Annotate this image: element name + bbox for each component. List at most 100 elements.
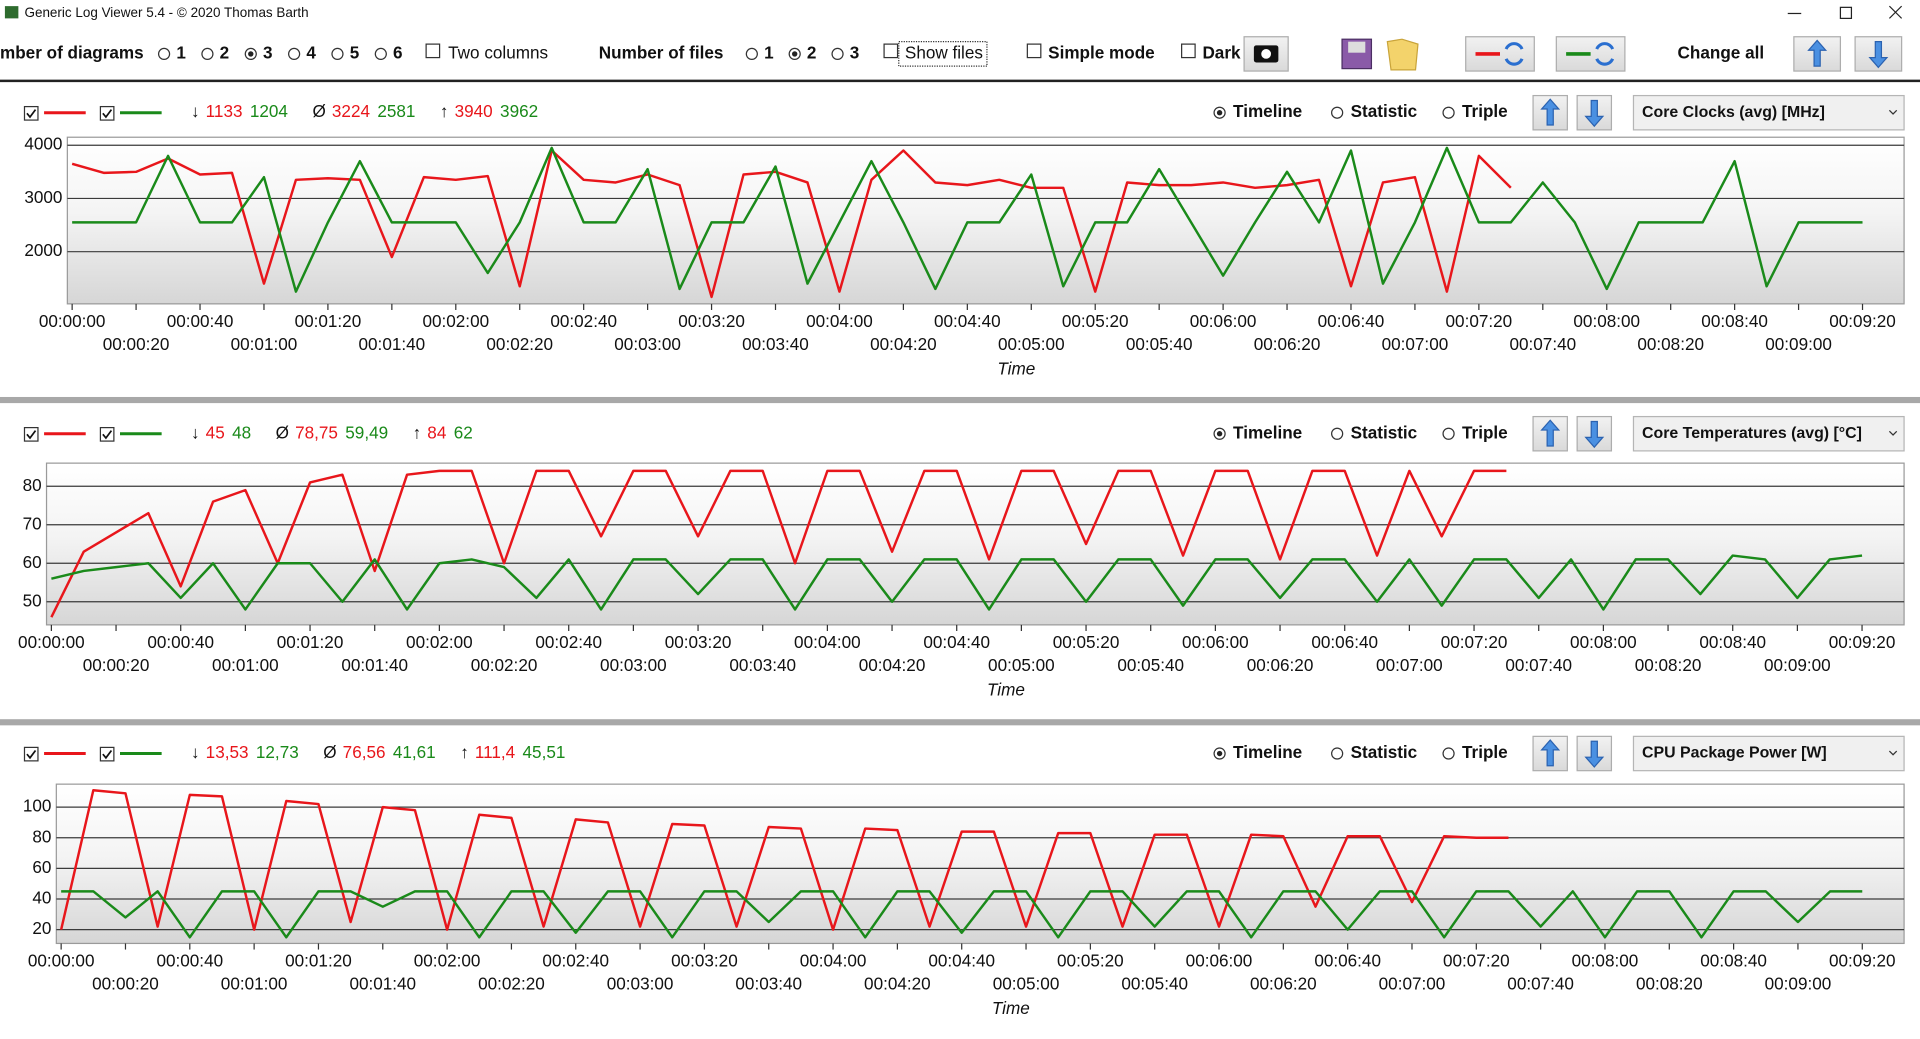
focus-outline (898, 41, 988, 67)
checkbox[interactable] (1026, 43, 1042, 59)
view-option[interactable]: Statistic (1351, 422, 1418, 442)
view-option[interactable]: Statistic (1351, 742, 1418, 762)
x-tick-label: 00:02:00 (406, 632, 473, 652)
x-tick-label: 00:07:00 (1382, 334, 1449, 354)
diagram-option[interactable]: 5 (350, 42, 360, 62)
folder-icon[interactable] (1386, 38, 1419, 71)
file-option[interactable]: 2 (807, 42, 817, 62)
file-option[interactable]: 1 (764, 42, 774, 62)
x-axis-title: Time (987, 680, 1025, 700)
chart-panel: ↓ 13,53 12,73 Ø 76,56 41,61 ↑ 111,4 45,51 Timelin… (23, 735, 1905, 1018)
stat-min: 45 (206, 422, 225, 442)
series-line (51, 554, 1863, 611)
checkbox[interactable] (425, 43, 441, 59)
y-tick-label: 60 (23, 552, 42, 572)
diagram-option[interactable]: 3 (263, 42, 273, 62)
close-button[interactable] (1888, 5, 1903, 19)
y-tick-label: 80 (23, 475, 42, 495)
sensor-dropdown[interactable] (1632, 94, 1905, 131)
x-tick-label: 00:01:40 (341, 655, 408, 675)
x-tick-label: 00:07:20 (1446, 311, 1513, 331)
y-tick-label: 20 (32, 918, 51, 938)
sensor-dropdown[interactable] (1632, 735, 1905, 772)
x-tick-label: 00:03:00 (600, 655, 667, 675)
two-columns-label[interactable]: Two columns (448, 42, 548, 62)
radio-button[interactable] (1442, 106, 1455, 119)
x-tick-label: 00:02:20 (486, 334, 553, 354)
stat-avg: 2581 (377, 101, 415, 121)
panel-separator (0, 719, 1920, 726)
radio-button[interactable] (287, 47, 301, 61)
series-line (72, 146, 1863, 293)
radio-button[interactable] (1331, 106, 1344, 119)
panel-separator (0, 396, 1920, 404)
checkbox[interactable] (99, 105, 115, 121)
radio-button[interactable] (374, 47, 387, 61)
files-label: Number of files (599, 42, 724, 62)
x-tick-label: 00:05:40 (1126, 334, 1193, 354)
radio-button[interactable] (1442, 427, 1455, 440)
radio-button[interactable] (1442, 747, 1455, 760)
change-all-label: Change all (1678, 42, 1765, 62)
checkbox[interactable] (23, 105, 39, 121)
x-tick-label: 00:00:40 (156, 950, 223, 970)
radio-button[interactable] (331, 47, 344, 61)
radio-button[interactable] (157, 47, 171, 61)
arrow-up (1540, 98, 1561, 126)
diagram-option[interactable]: 1 (176, 42, 186, 62)
x-tick-label: 00:03:20 (665, 632, 732, 652)
stat-max: 3940 (455, 101, 493, 121)
view-option[interactable]: Timeline (1233, 742, 1302, 762)
diagram-option[interactable]: 4 (306, 42, 316, 62)
file-option[interactable]: 3 (850, 42, 860, 62)
x-tick-label: 00:08:00 (1570, 632, 1637, 652)
sensor-dropdown-label[interactable]: CPU Package Power [W] (1642, 745, 1827, 762)
view-option[interactable]: Timeline (1233, 101, 1302, 121)
checkbox[interactable] (23, 746, 39, 762)
x-tick-label: 00:02:40 (550, 311, 617, 331)
y-tick-label: 80 (32, 826, 51, 846)
x-tick-label: 00:01:20 (295, 311, 362, 331)
view-option[interactable]: Triple (1462, 422, 1508, 442)
sensor-dropdown-label[interactable]: Core Temperatures (avg) [°C] (1642, 425, 1862, 442)
x-tick-label: 00:07:00 (1376, 655, 1443, 675)
x-tick-label: 00:07:40 (1505, 655, 1572, 675)
x-tick-label: 00:03:40 (729, 655, 796, 675)
x-tick-label: 00:09:00 (1764, 655, 1831, 675)
maximize-button[interactable] (1839, 6, 1853, 19)
radio-button[interactable] (831, 47, 844, 61)
arrow-up (1540, 739, 1561, 767)
view-option[interactable]: Statistic (1351, 101, 1418, 121)
checkbox[interactable] (23, 426, 39, 442)
sensor-dropdown-label[interactable]: Core Clocks (avg) [MHz] (1642, 104, 1825, 121)
sensor-dropdown[interactable] (1632, 415, 1905, 452)
view-option[interactable]: Triple (1462, 742, 1508, 762)
x-tick-label: 00:00:20 (83, 655, 150, 675)
checkbox[interactable] (1181, 43, 1196, 59)
dark-label[interactable]: Dark (1202, 42, 1241, 62)
diagram-option[interactable]: 2 (220, 42, 230, 62)
x-tick-label: 00:01:00 (221, 974, 288, 994)
radio-button[interactable] (1331, 427, 1344, 440)
checkbox[interactable] (99, 746, 115, 762)
stat-symbol: Ø (312, 101, 325, 121)
show-files-label[interactable]: Show files (905, 42, 983, 62)
diagram-option[interactable]: 6 (393, 42, 403, 62)
x-tick-label: 00:03:20 (678, 311, 745, 331)
checkbox[interactable] (883, 43, 899, 59)
x-tick-label: 00:00:40 (167, 311, 234, 331)
radio-button[interactable] (745, 47, 758, 61)
view-option[interactable]: Timeline (1233, 422, 1302, 442)
dropdown-chevron (1888, 109, 1898, 115)
y-tick-label: 50 (23, 590, 42, 610)
x-tick-label: 00:02:40 (535, 632, 602, 652)
checkbox[interactable] (99, 426, 115, 442)
x-tick-label: 00:05:00 (993, 974, 1060, 994)
radio-dot (1216, 431, 1223, 437)
radio-button[interactable] (1331, 747, 1344, 760)
view-option[interactable]: Triple (1462, 101, 1508, 121)
x-tick-label: 00:05:20 (1062, 311, 1129, 331)
simple-mode-label[interactable]: Simple mode (1048, 42, 1155, 62)
radio-button[interactable] (201, 47, 214, 61)
